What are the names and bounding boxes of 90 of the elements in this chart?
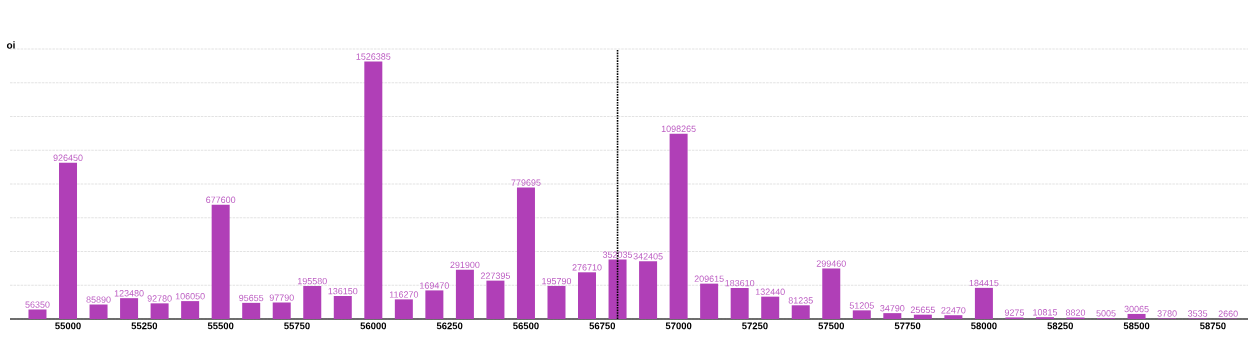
- data-label: 184415: [969, 279, 999, 287]
- x-tick-label: 57500: [818, 322, 845, 330]
- data-label: 2660: [1218, 310, 1238, 317]
- data-label: 136150: [328, 287, 358, 295]
- bar: [547, 285, 566, 319]
- bar: [974, 287, 993, 319]
- data-label: 1098265: [661, 125, 696, 132]
- bar: [883, 313, 902, 319]
- bar: [89, 304, 108, 319]
- bar: [791, 305, 810, 319]
- bar: [608, 259, 627, 319]
- data-label: 92780: [147, 295, 172, 302]
- data-label: 169470: [420, 282, 449, 289]
- x-tick-label: 56500: [513, 322, 539, 330]
- data-label: 34790: [880, 305, 905, 312]
- data-label: 106050: [175, 293, 205, 300]
- bar: [944, 315, 963, 319]
- x-tick-label: 58250: [1047, 322, 1073, 330]
- x-tick-label: 57750: [894, 322, 921, 330]
- data-label: 95655: [239, 294, 264, 302]
- bar: [364, 61, 383, 319]
- data-label: 779695: [511, 179, 541, 186]
- bar: [455, 269, 474, 319]
- data-label: 116270: [389, 291, 419, 298]
- bar: [822, 268, 841, 319]
- x-tick-label: 58750: [1200, 322, 1226, 330]
- bar: [639, 261, 658, 319]
- bar: [333, 296, 352, 319]
- x-tick-label: 55000: [55, 322, 81, 330]
- bar: [394, 299, 413, 319]
- data-label: 276710: [572, 264, 602, 271]
- bar: [150, 303, 169, 319]
- data-label: 299460: [816, 260, 846, 267]
- x-tick-label: 55250: [131, 322, 158, 330]
- data-label: 1526385: [356, 53, 391, 60]
- bar: [303, 286, 322, 319]
- bar: [700, 283, 719, 319]
- bar: [120, 298, 139, 319]
- data-label: 10815: [1033, 309, 1058, 316]
- data-label: 132440: [755, 288, 785, 295]
- x-tick-label: 55750: [284, 322, 310, 330]
- data-label: 209615: [694, 275, 724, 282]
- bar: [272, 302, 291, 319]
- bar: [1127, 313, 1146, 319]
- bar: [669, 133, 688, 319]
- data-label: 25655: [910, 306, 935, 313]
- data-label: 56350: [25, 301, 50, 308]
- data-label: 22470: [941, 307, 966, 314]
- bar: [852, 310, 871, 319]
- data-label: 342405: [633, 253, 663, 260]
- bar: [516, 187, 535, 319]
- data-label: 5005: [1096, 310, 1116, 317]
- data-label: 30065: [1124, 305, 1149, 313]
- data-label: 195580: [297, 277, 327, 285]
- x-tick-label: 56250: [436, 322, 463, 330]
- data-label: 9275: [1004, 309, 1025, 316]
- data-label: 195790: [542, 277, 572, 285]
- data-label: 227395: [480, 272, 511, 279]
- bar: [181, 301, 200, 319]
- bar: [913, 314, 932, 319]
- data-label: 123480: [114, 290, 144, 297]
- bar: [578, 272, 597, 319]
- x-tick-label: 57250: [742, 322, 768, 330]
- bar: [28, 309, 47, 319]
- data-label: 97790: [269, 294, 294, 301]
- data-label: 3535: [1187, 310, 1208, 317]
- data-label: 677600: [206, 196, 236, 203]
- bar: [486, 280, 505, 319]
- data-label: 8820: [1065, 309, 1086, 316]
- x-tick-label: 56000: [360, 322, 387, 330]
- y-axis-title: oi: [6, 41, 15, 49]
- data-label: 3780: [1157, 310, 1177, 317]
- data-label: 81235: [788, 297, 813, 304]
- bar: [425, 290, 444, 319]
- bar: [730, 288, 749, 319]
- bar: [59, 162, 78, 319]
- data-label: 85890: [86, 296, 111, 303]
- data-label: 352035: [602, 251, 633, 258]
- data-label: 51205: [849, 302, 874, 309]
- bar: [761, 296, 780, 319]
- x-tick-label: 58000: [971, 322, 997, 330]
- x-tick-label: 55500: [207, 322, 234, 330]
- x-tick-label: 56750: [589, 322, 616, 330]
- data-label: 291900: [450, 261, 480, 269]
- x-tick-label: 58500: [1123, 322, 1150, 330]
- data-label: 183610: [725, 279, 755, 287]
- bar: [242, 302, 261, 319]
- bar: [211, 204, 230, 319]
- x-tick-label: 57000: [665, 322, 692, 330]
- data-label: 926450: [53, 154, 83, 161]
